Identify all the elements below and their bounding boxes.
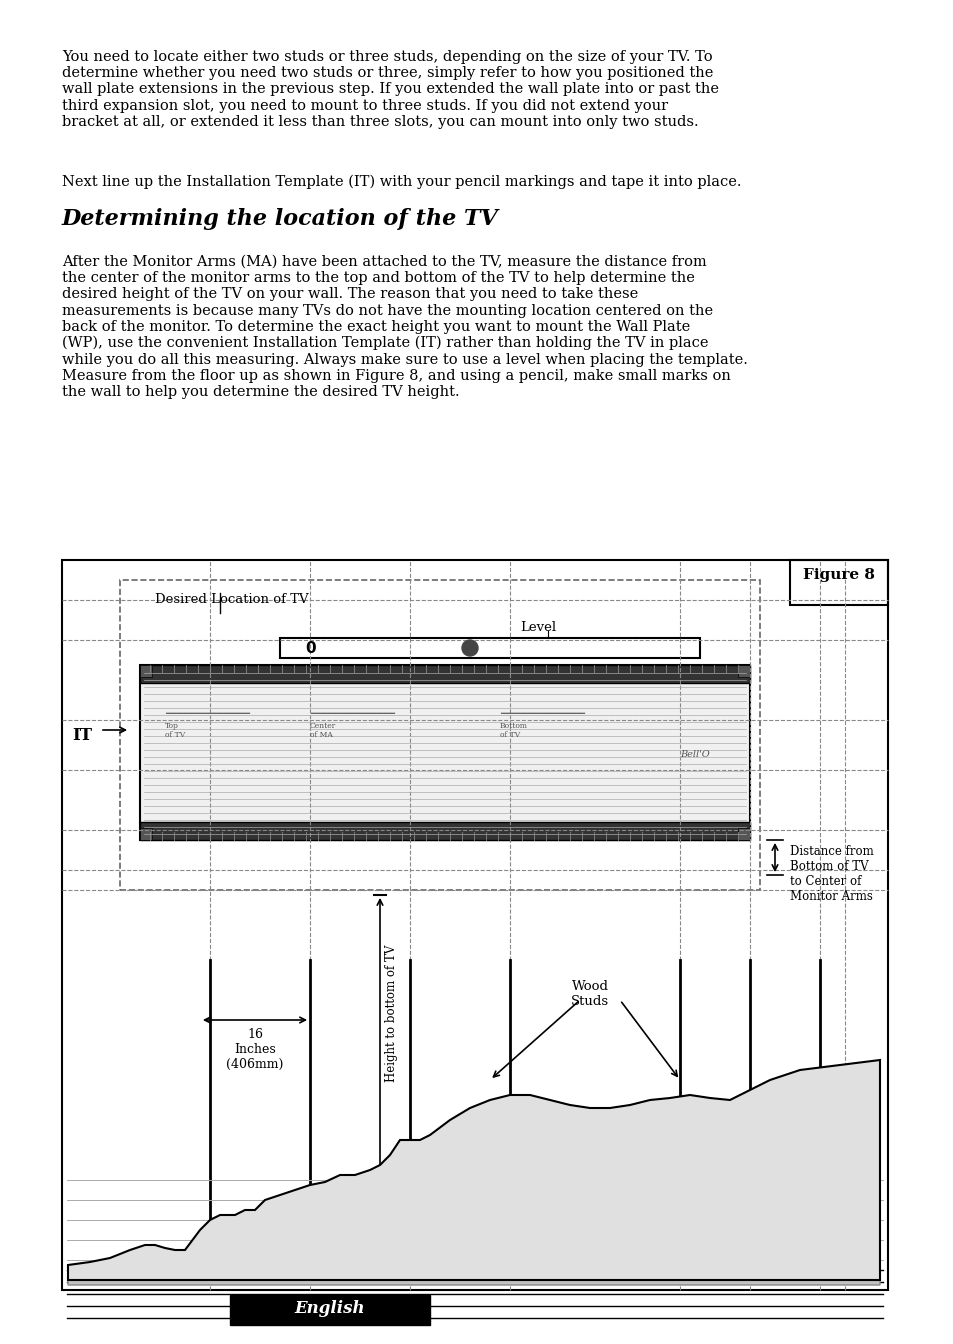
Polygon shape xyxy=(68,1070,879,1285)
Text: Distance from
Bottom of TV
to Center of
Monitor Arms: Distance from Bottom of TV to Center of … xyxy=(789,845,873,903)
Polygon shape xyxy=(140,828,152,840)
Text: Bell'O: Bell'O xyxy=(679,750,709,759)
Text: 16
Inches
(406mm): 16 Inches (406mm) xyxy=(226,1028,283,1071)
Text: Wood
Studs: Wood Studs xyxy=(570,980,608,1008)
Text: Top
of TV: Top of TV xyxy=(165,722,185,739)
Text: Figure 8: Figure 8 xyxy=(802,569,874,582)
Text: After the Monitor Arms (MA) have been attached to the TV, measure the distance f: After the Monitor Arms (MA) have been at… xyxy=(62,255,747,399)
Text: Bottom
of TV: Bottom of TV xyxy=(499,722,527,739)
Polygon shape xyxy=(140,665,749,840)
Polygon shape xyxy=(68,1060,879,1279)
Text: Next line up the Installation Template (IT) with your pencil markings and tape i: Next line up the Installation Template (… xyxy=(62,175,740,190)
Text: You need to locate either two studs or three studs, depending on the size of you: You need to locate either two studs or t… xyxy=(62,50,719,129)
Text: Desired Location of TV: Desired Location of TV xyxy=(154,593,309,606)
Text: ━━━━━━━━━━━━━━━━━: ━━━━━━━━━━━━━━━━━ xyxy=(310,710,395,718)
Text: Level: Level xyxy=(519,621,556,634)
Polygon shape xyxy=(140,665,152,677)
Text: Center
of MA: Center of MA xyxy=(310,722,335,739)
Polygon shape xyxy=(738,665,749,677)
Polygon shape xyxy=(140,665,749,683)
Text: English: English xyxy=(294,1300,365,1317)
Polygon shape xyxy=(140,823,749,840)
Text: ━━━━━━━━━━━━━━━━━: ━━━━━━━━━━━━━━━━━ xyxy=(499,710,584,718)
Polygon shape xyxy=(230,1296,430,1325)
Text: Height to bottom of TV: Height to bottom of TV xyxy=(385,945,398,1082)
Text: 0: 0 xyxy=(305,641,315,656)
Text: Determining the location of the TV: Determining the location of the TV xyxy=(62,208,498,230)
Text: IT: IT xyxy=(71,727,91,745)
Polygon shape xyxy=(280,638,700,659)
Text: ━━━━━━━━━━━━━━━━━: ━━━━━━━━━━━━━━━━━ xyxy=(165,710,250,718)
Circle shape xyxy=(461,640,477,656)
Polygon shape xyxy=(738,828,749,840)
